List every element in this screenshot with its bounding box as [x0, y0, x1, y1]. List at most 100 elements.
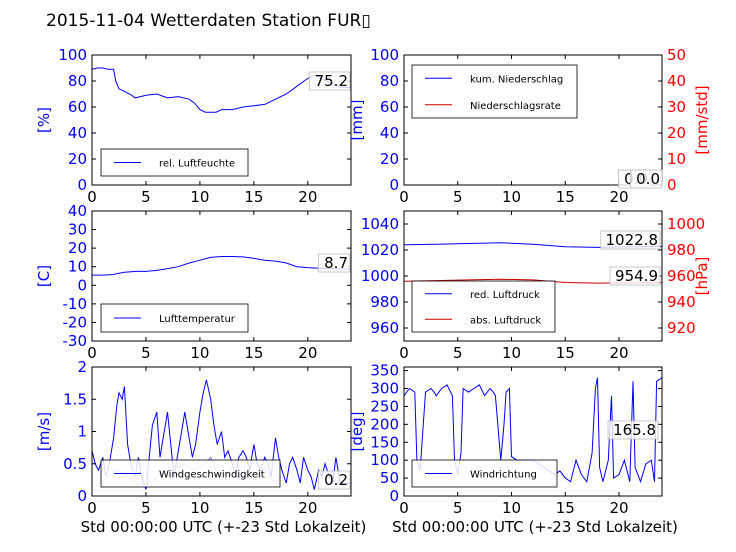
x-tick-label: 5 [141, 344, 151, 362]
y-tick-label: -10 [63, 295, 88, 313]
y2-tick-label: 40 [667, 72, 686, 90]
series-line-temperature-0 [92, 256, 351, 276]
y2-tick-label: 30 [667, 98, 686, 116]
legend-label: Windgeschwindigkeit [159, 470, 265, 481]
y-tick-label: 80 [380, 72, 399, 90]
x-tick-label: 5 [453, 344, 463, 362]
x-tick-label: 15 [556, 499, 575, 517]
y-axis-label: [m/s] [35, 412, 53, 451]
legend-label: Niederschlagsrate [470, 101, 561, 112]
y2-tick-label: 920 [667, 319, 696, 337]
value-label: 0.2 [324, 471, 348, 489]
y-tick-label: 20 [68, 239, 87, 257]
x-tick-label: 15 [244, 499, 263, 517]
y-tick-label: 10 [68, 258, 87, 276]
y-tick-label: 1020 [361, 241, 399, 259]
x-tick-label: 15 [244, 188, 263, 206]
value-label: 1022.8 [606, 231, 659, 249]
y-tick-label: 960 [370, 319, 399, 337]
x-tick-label: 10 [502, 499, 521, 517]
x-tick-label: 20 [609, 344, 628, 362]
y2-tick-label: 980 [667, 241, 696, 259]
x-tick-label: 20 [609, 188, 628, 206]
y-axis-label: [mm] [348, 100, 366, 141]
x-tick-label: 0 [87, 344, 97, 362]
y-tick-label: 20 [380, 150, 399, 168]
y-tick-label: 50 [380, 469, 399, 487]
legend-wind_direction: Windrichtung [411, 459, 558, 488]
x-tick-label: 10 [190, 499, 209, 517]
y-tick-label: 1000 [361, 267, 399, 285]
value-label-box [607, 420, 659, 440]
legend-humidity: rel. Luftfeuchte [100, 148, 249, 177]
series-line-humidity-0 [92, 67, 351, 113]
x-tick-label: 5 [453, 188, 463, 206]
y2-tick-label: 1000 [667, 215, 705, 233]
y-tick-label: 2 [77, 358, 87, 376]
legend-wind_speed: Windgeschwindigkeit [100, 459, 281, 488]
legend-pressure: red. Luftdruck abs. Luftdruck [411, 280, 556, 333]
y-tick-label: 300 [370, 380, 399, 398]
legend-label: rel. Luftfeuchte [159, 159, 235, 170]
x-tick-label: 0 [399, 188, 409, 206]
y-tick-label: 0 [77, 276, 87, 294]
x-tick-label: 5 [453, 499, 463, 517]
chart-precipitation: 0 5 10 15 20 0 20 40 60 80 100 0 10 20 30 40 50 [mm] [mm/s… [348, 46, 711, 206]
x-tick-label: 15 [556, 344, 575, 362]
value-label: 0.0 [636, 170, 660, 188]
y2-tick-label: 940 [667, 293, 696, 311]
x-tick-label: 0 [87, 499, 97, 517]
x-tick-label: 20 [609, 499, 628, 517]
value-label-box [317, 470, 351, 490]
x-tick-label: 5 [141, 499, 151, 517]
value-label-box [600, 230, 661, 250]
y-tick-label: 1.5 [63, 390, 87, 408]
y-tick-label: 0 [77, 487, 87, 505]
legend-label: red. Luftdruck [470, 290, 540, 301]
y-tick-label: 250 [370, 397, 399, 415]
plot-frame [91, 54, 352, 186]
chart-temperature: 0 5 10 15 20-30-20-10010203040[C]Lufttempera… [35, 202, 352, 362]
value-label-box [317, 253, 351, 273]
chart-wind_speed: 0 5 10 15 20 0 0.5 1 1.5 2 [m/s] Std 00:00:00 UTC (… [35, 358, 366, 536]
x-tick-label: 15 [556, 188, 575, 206]
x-tick-label: 0 [87, 188, 97, 206]
y-tick-label: 350 [370, 362, 399, 380]
y-tick-label: -20 [63, 313, 88, 331]
y-tick-label: 20 [68, 150, 87, 168]
y2-tick-label: 10 [667, 150, 686, 168]
plot-frame [403, 366, 663, 497]
y-tick-label: 980 [370, 293, 399, 311]
y-tick-label: 100 [58, 46, 87, 64]
plot-frame [403, 54, 663, 186]
value-label-box [630, 169, 663, 189]
legend-label: kum. Niederschlag [470, 74, 563, 85]
y-tick-label: 0 [77, 176, 87, 194]
x-tick-label: 20 [298, 344, 317, 362]
y-tick-label: 200 [370, 415, 399, 433]
y-tick-label: 100 [370, 46, 399, 64]
y2-axis-label: [mm/std] [693, 85, 711, 154]
x-tick-label: 15 [244, 344, 263, 362]
x-tick-label: 10 [502, 344, 521, 362]
y2-tick-label: 960 [667, 267, 696, 285]
y-axis-label: [%] [35, 107, 53, 133]
y-tick-label: 1040 [361, 215, 399, 233]
y2-tick-label: 20 [667, 124, 686, 142]
x-tick-label: 5 [141, 188, 151, 206]
value-label: 75.2 [315, 72, 348, 90]
x-tick-label: 20 [298, 188, 317, 206]
y-tick-label: 60 [380, 98, 399, 116]
chart-pressure: 0 5 10 15 20 960 980 1000 1020 1040 920 940 960 980 10… [361, 210, 711, 362]
legend-precipitation: kum. Niederschlag Niederschlagsrate [411, 64, 578, 119]
y-tick-label: 80 [68, 72, 87, 90]
y-tick-label: 150 [370, 433, 399, 451]
y-tick-label: 40 [68, 202, 87, 220]
y2-tick-label: 0 [667, 176, 677, 194]
x-axis-label: Std 00:00:00 UTC (+-23 Std Lokalzeit) [392, 518, 678, 536]
chart-humidity: 0 5 10 15 20 0 20 40 60 80 100 [%] rel. Luftfeuchte 7… [35, 46, 352, 206]
x-tick-label: 0 [399, 344, 409, 362]
value-label-box [308, 71, 351, 91]
value-label-box [609, 266, 661, 286]
